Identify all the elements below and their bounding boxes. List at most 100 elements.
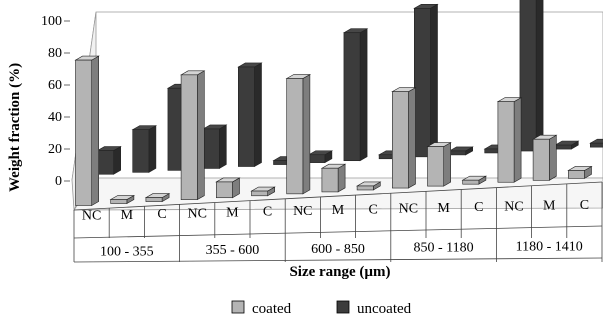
legend-swatch-coated [231, 300, 245, 314]
bar-coated-100 - 355-M [109, 195, 136, 205]
bar-side [302, 73, 311, 195]
legend-label-coated: coated [252, 301, 292, 317]
bar-coated-850 - 1180-NC [391, 87, 417, 189]
bar-front [519, 0, 537, 152]
y-tick-label: 80 [48, 46, 62, 61]
bar-coated-600 - 850-C [355, 181, 382, 191]
subcategory-label-nc: NC [504, 199, 523, 214]
subcategory-label-nc: NC [82, 209, 101, 224]
bar-front [180, 74, 198, 200]
bar-front [216, 181, 233, 199]
bar-side [443, 142, 451, 187]
bar-front [286, 78, 304, 195]
bar-uncoated-1180 - 1410-M [553, 140, 580, 150]
subcategory-label-c: C [369, 202, 378, 217]
bar-coated-600 - 850-NC [285, 73, 312, 195]
y-tick-label: 40 [48, 110, 62, 125]
group-label: 1180 - 1410 [516, 239, 583, 254]
bar-front [97, 150, 114, 175]
bar-side [430, 3, 438, 158]
bar-uncoated-600 - 850-NC [307, 150, 334, 164]
bar-uncoated-355 - 600-NC [201, 124, 228, 169]
subcategory-label-m: M [121, 208, 134, 223]
subcategory-label-m: M [226, 206, 239, 221]
subcategory-label-m: M [437, 201, 450, 216]
bar-side [337, 163, 346, 193]
bar-uncoated-1180 - 1410-C [589, 138, 603, 148]
bar-front [497, 101, 515, 183]
bar-front [238, 66, 255, 167]
bar-uncoated-100 - 355-NC [96, 146, 122, 175]
y-tick-label: 0 [55, 174, 62, 189]
legend-label-uncoated: uncoated [357, 301, 412, 317]
bar-coated-1180 - 1410-C [567, 165, 593, 179]
bar-side [513, 97, 522, 183]
bar-front [251, 190, 268, 197]
y-tick-label: 20 [48, 142, 62, 157]
bar-side [196, 70, 205, 201]
subcategory-label-nc: NC [399, 202, 418, 217]
group-label: 100 - 355 [100, 244, 154, 259]
bar-front [554, 144, 572, 150]
bar-side [535, 0, 544, 152]
bar-front [343, 32, 361, 162]
bar-front [392, 91, 409, 189]
bar-coated-1180 - 1410-NC [496, 97, 523, 183]
bar-uncoated-850 - 1180-NC [413, 3, 439, 158]
bar-side [148, 125, 157, 173]
legend-swatch-uncoated [336, 300, 350, 314]
bar-coated-1180 - 1410-M [531, 134, 558, 181]
category-table: NC M C NC M C NC M C NC M C NC M C 100 - 355 355 - 600 60… [73, 181, 603, 263]
bar-front [568, 170, 585, 179]
group-label: 355 - 600 [206, 243, 260, 258]
bar-coated-355 - 600-C [250, 186, 276, 197]
bar-side [548, 134, 557, 181]
bar-coated-355 - 600-NC [179, 70, 206, 201]
bar-front [202, 128, 220, 169]
bar-front [414, 8, 431, 158]
bar-coated-355 - 600-M [215, 177, 241, 199]
bar-side [254, 62, 262, 168]
bar-side [91, 55, 99, 206]
bar-uncoated-600 - 850-M [342, 28, 369, 162]
chart-bars [74, 0, 603, 206]
group-label: 600 - 850 [311, 242, 365, 257]
bar-coated-100 - 355-NC [74, 55, 100, 206]
bar-uncoated-1180 - 1410-NC [519, 0, 544, 152]
subcategory-label-m: M [332, 203, 345, 218]
subcategory-label-m: M [543, 199, 556, 214]
bar-front [308, 154, 326, 163]
bar-coated-850 - 1180-C [461, 175, 488, 185]
bar-front [356, 185, 374, 191]
group-label: 850 - 1180 [414, 241, 474, 256]
bar-front [532, 138, 550, 181]
subcategory-label-c: C [474, 200, 483, 215]
bar-front [590, 142, 603, 148]
bar-uncoated-100 - 355-M [131, 125, 158, 173]
bar-coated-850 - 1180-M [426, 142, 452, 187]
subcategory-label-nc: NC [293, 204, 312, 219]
bar-front [110, 199, 128, 204]
y-axis-ticks: 0 20 40 60 80 100 [41, 14, 70, 189]
subcategory-label-c: C [580, 198, 589, 213]
bar-side [218, 124, 227, 169]
bar-side [359, 28, 368, 162]
subcategory-label-nc: NC [187, 206, 206, 221]
bar-front [321, 167, 339, 193]
bar-front [427, 146, 444, 187]
y-tick-label: 100 [41, 14, 62, 29]
x-axis-title: Size range (µm) [289, 264, 390, 280]
bar-front [145, 197, 163, 202]
y-tick-label: 60 [48, 78, 62, 93]
bar-front [449, 150, 466, 156]
bar-side [113, 146, 121, 175]
bar-uncoated-355 - 600-M [237, 62, 263, 168]
legend: coated uncoated [231, 300, 412, 317]
bar-front [462, 179, 480, 185]
bar-front [75, 59, 92, 206]
bar-front [132, 129, 150, 173]
bar-side [408, 87, 416, 189]
y-axis-title: Weight fraction (%) [7, 63, 23, 192]
